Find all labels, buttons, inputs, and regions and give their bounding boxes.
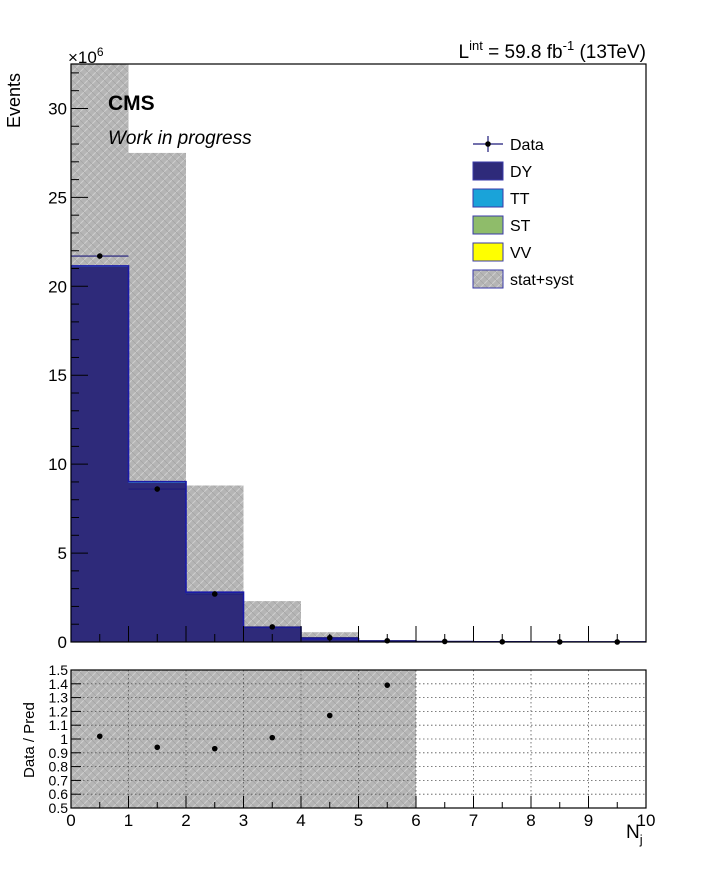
legend-unc-swatch [472, 269, 504, 289]
data-point [269, 624, 276, 630]
ratio-x-tick-label: 9 [584, 811, 593, 830]
ratio-y-tick-label: 1.1 [49, 717, 69, 733]
ratio-point [211, 745, 218, 752]
legend-swatch-tt [472, 188, 504, 208]
legend-swatch-dy [472, 161, 504, 181]
y-tick-label: 0 [58, 633, 67, 652]
ratio-axes: 0.50.60.70.80.911.11.21.31.41.50 1 2 3 4 5 6 7 8… [49, 662, 656, 830]
ratio-y-tick-label: 1.4 [49, 676, 69, 692]
ratio-point [269, 734, 276, 741]
ratio-y-tick-label: 0.8 [49, 759, 69, 775]
ratio-x-tick-label: 5 [354, 811, 363, 830]
legend-label: ST [510, 218, 531, 235]
ratio-panel: 0.50.60.70.80.911.11.21.31.41.50 1 2 3 4 5 6 7 8… [21, 662, 655, 847]
ratio-point [384, 682, 391, 688]
y-tick-label: 5 [58, 544, 67, 563]
ratio-x-tick-label: 7 [469, 811, 478, 830]
y-tick-label: 15 [48, 366, 67, 385]
bar-dy [128, 482, 186, 642]
legend-label: VV [510, 245, 532, 262]
lumi-label: Lint = 59.8 fb-1 (13TeV) [459, 38, 646, 63]
ratio-x-tick-label: 4 [296, 811, 305, 830]
legend-swatch-st [472, 215, 504, 235]
cms-label: CMS [108, 92, 155, 115]
data-point [211, 591, 218, 597]
work-in-progress-label: Work in progress [108, 128, 252, 149]
y-tick-label: 10 [48, 455, 67, 474]
axis-exponent: ×106 [68, 45, 104, 67]
y-tick-label: 30 [48, 99, 67, 118]
ratio-point [96, 733, 103, 740]
ratio-point [154, 744, 161, 751]
legend-label: Data [510, 137, 544, 154]
data-point [96, 253, 103, 259]
legend-swatch-vv [472, 242, 504, 262]
bar-dy [186, 593, 244, 642]
ratio-y-tick-label: 1.3 [49, 690, 69, 706]
ratio-y-tick-label: 1 [60, 731, 68, 747]
ratio-y-tick-label: 0.7 [49, 772, 69, 788]
ratio-y-tick-label: 1.5 [49, 662, 69, 678]
ratio-x-tick-label: 6 [411, 811, 420, 830]
main-axes: 0 5 10 15 20 25 30 [48, 72, 647, 652]
ratio-y-tick-label: 0.9 [49, 745, 69, 761]
stacked-histogram [71, 265, 646, 642]
ratio-y-tick-label: 1.2 [49, 703, 69, 719]
y-tick-label: 20 [48, 277, 67, 296]
ratio-point [326, 712, 333, 719]
ratio-x-tick-label: 0 [66, 811, 75, 830]
ratio-y-tick-label: 0.6 [49, 786, 69, 802]
legend-label: DY [510, 164, 533, 181]
legend: Data DY TT ST VV stat+syst [472, 136, 574, 289]
main-y-axis-label: Events [4, 73, 24, 128]
ratio-x-tick-label: 2 [181, 811, 190, 830]
ratio-x-tick-label: 8 [526, 811, 535, 830]
ratio-y-axis-label: Data / Pred [21, 702, 38, 778]
main-panel: 0 5 10 15 20 25 30 Events ×106 Lint = 59.8 fb-… [4, 38, 647, 652]
legend-label: stat+syst [510, 272, 574, 289]
ratio-x-tick-label: 1 [124, 811, 133, 830]
legend-data-marker [485, 141, 491, 147]
data-point [154, 486, 161, 492]
y-tick-label: 25 [48, 188, 67, 207]
ratio-x-axis-label: Nj [626, 822, 643, 847]
legend-label: TT [510, 191, 530, 208]
bar-dy [71, 266, 129, 642]
ratio-y-tick-label: 0.5 [49, 800, 69, 816]
ratio-x-tick-label: 3 [239, 811, 248, 830]
ratio-x-tick-label: 10 [637, 811, 656, 830]
ratio-points [96, 682, 391, 752]
